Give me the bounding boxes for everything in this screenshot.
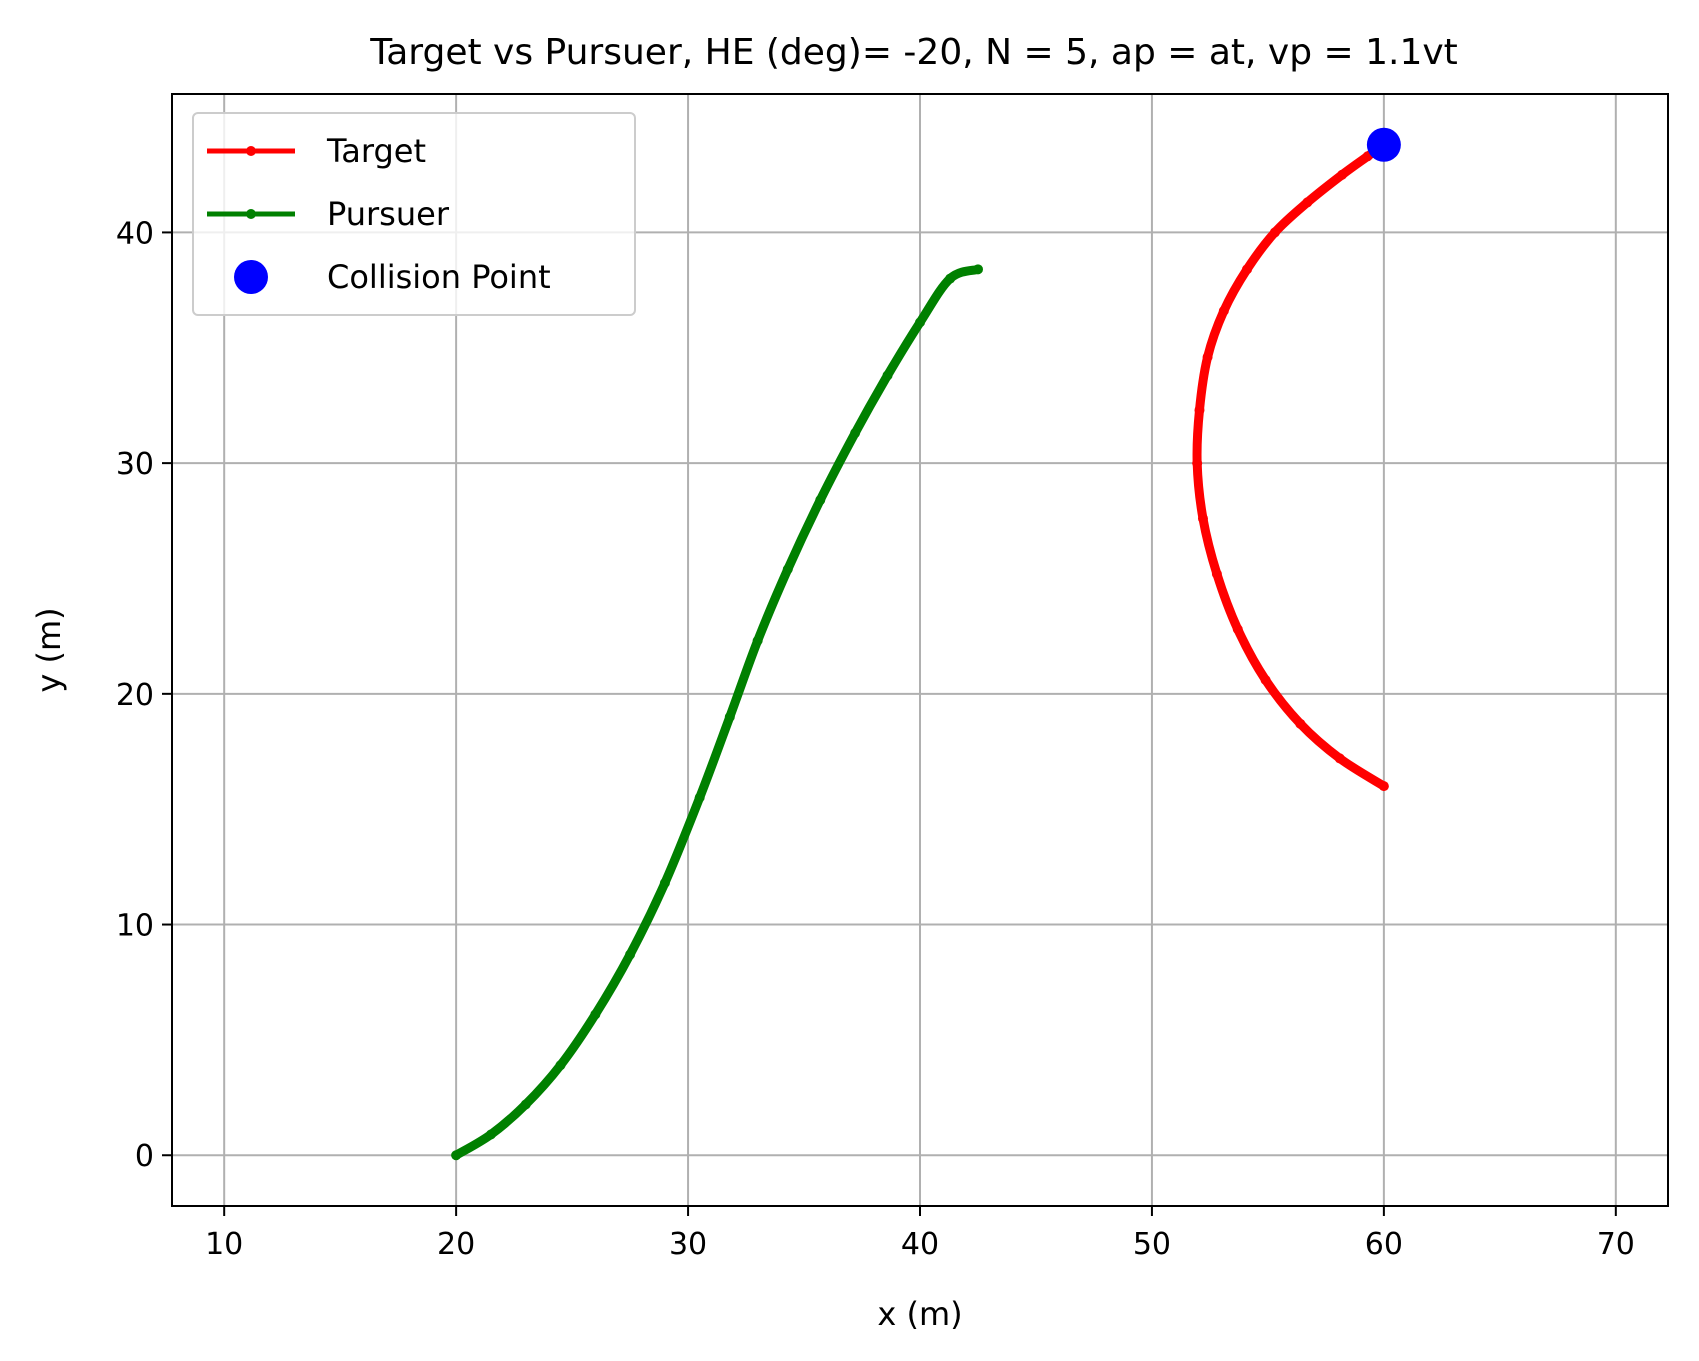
pursuer-point xyxy=(850,428,861,439)
pursuer-point xyxy=(782,564,793,575)
target-point xyxy=(1242,264,1253,275)
pursuer-point xyxy=(451,1150,462,1161)
x-axis-label: x (m) xyxy=(877,1295,962,1333)
target-point xyxy=(1260,674,1271,685)
x-tick-label: 40 xyxy=(901,1227,939,1262)
legend-target-marker xyxy=(246,146,256,156)
target-point xyxy=(1194,405,1205,416)
pursuer-point xyxy=(972,264,983,275)
target-point xyxy=(1337,169,1348,180)
series-layer xyxy=(451,127,1401,1161)
pursuer-point xyxy=(945,273,956,284)
legend-collision-point-label: Collision Point xyxy=(327,258,551,296)
legend: Target Pursuer Collision Point xyxy=(192,112,636,316)
x-tick-label: 30 xyxy=(669,1227,707,1262)
x-tick-label: 20 xyxy=(437,1227,475,1262)
target-point xyxy=(1302,197,1313,208)
y-tick-label: 30 xyxy=(116,447,154,482)
legend-pursuer-marker xyxy=(246,209,256,219)
x-tick-label: 10 xyxy=(205,1227,243,1262)
pursuer-point xyxy=(625,949,636,960)
target-point xyxy=(1211,568,1222,579)
pursuer-point xyxy=(915,317,925,328)
target-point xyxy=(1334,753,1345,764)
pursuer-point xyxy=(882,370,893,381)
grid-lines xyxy=(172,94,1668,1206)
y-tick-label: 20 xyxy=(116,678,154,713)
target-point xyxy=(1197,513,1208,524)
pursuer-point xyxy=(694,792,705,803)
chart-title: Target vs Pursuer, HE (deg)= -20, N = 5,… xyxy=(369,32,1458,73)
target-point xyxy=(1295,718,1306,729)
pursuer-point xyxy=(485,1129,496,1140)
target-point xyxy=(1232,624,1243,635)
target-point xyxy=(1378,781,1389,792)
x-tick-label: 50 xyxy=(1133,1227,1171,1262)
target-point xyxy=(1192,458,1203,469)
pursuer-point xyxy=(555,1060,566,1071)
pursuer-point xyxy=(590,1009,601,1020)
x-tick-label: 60 xyxy=(1365,1227,1403,1262)
legend-box xyxy=(192,112,636,316)
target-point xyxy=(1218,305,1229,316)
y-tick-label: 10 xyxy=(116,909,154,944)
y-axis-label: y (m) xyxy=(30,607,68,692)
y-tick-label: 40 xyxy=(116,216,154,251)
legend-pursuer-label: Pursuer xyxy=(327,195,450,233)
x-tick-label: 70 xyxy=(1597,1227,1635,1262)
y-tick-label: 0 xyxy=(135,1139,154,1174)
pursuer-point xyxy=(724,711,735,722)
pursuer-point xyxy=(752,635,763,646)
pursuer-point xyxy=(659,878,670,889)
axis-ticks: 10 20 30 40 50 60 70 0 10 20 30 40 xyxy=(116,216,1635,1262)
legend-target-label: Target xyxy=(326,132,426,170)
target-point xyxy=(1269,227,1280,238)
target-point xyxy=(1202,352,1213,363)
pursuer-point xyxy=(520,1099,531,1110)
legend-collision-point-marker xyxy=(234,260,268,294)
collision-point-marker xyxy=(1366,127,1401,162)
pursuer-point xyxy=(815,495,826,506)
